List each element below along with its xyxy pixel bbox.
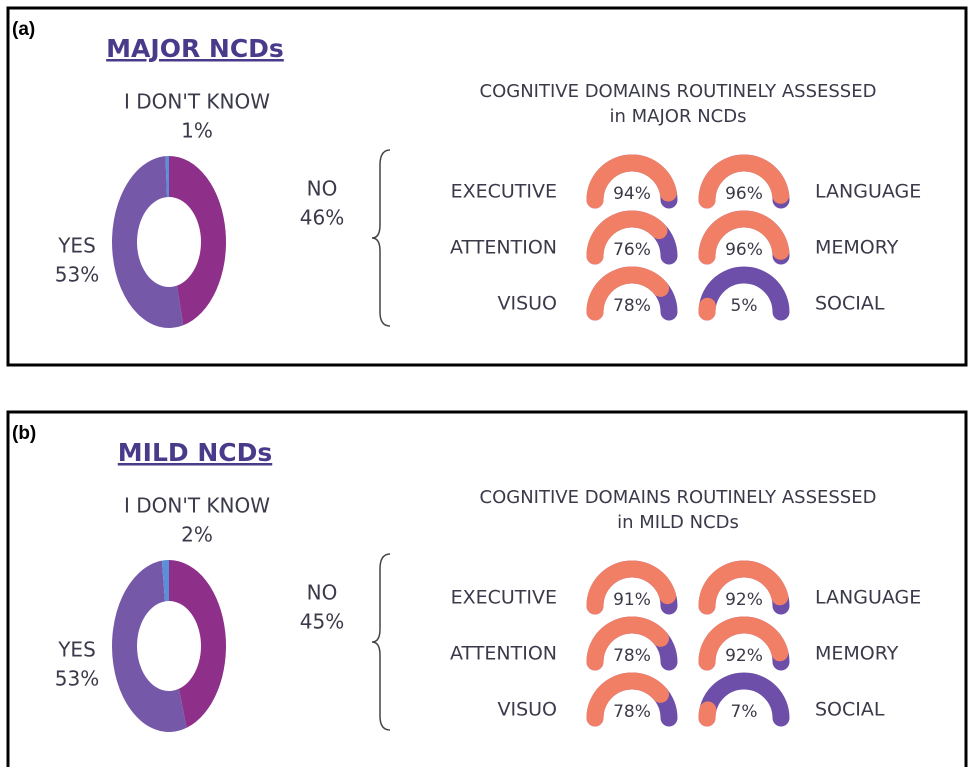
donut-slice (112, 156, 184, 328)
gauge-fill (586, 154, 677, 209)
gauge-value: 92% (725, 590, 763, 610)
gauge-fill (586, 560, 677, 615)
gauge-value: 96% (725, 184, 763, 204)
gauge-fill (698, 154, 790, 209)
slice-value: 1% (181, 119, 213, 143)
gauge-value: 78% (613, 296, 651, 316)
slice-label: I DON'T KNOW (124, 90, 270, 114)
gauge-fill (586, 672, 670, 727)
gauge-fill (586, 266, 670, 321)
gauge-label: SOCIAL (815, 699, 885, 721)
gauge-value: 5% (731, 296, 758, 316)
slice-value: 46% (300, 206, 344, 230)
gauge-value: 91% (613, 590, 651, 610)
gauge-label: VISUO (497, 293, 557, 315)
gauge-subtitle: in MILD NCDs (617, 512, 739, 533)
gauge-value: 96% (725, 240, 763, 260)
brace (371, 553, 391, 731)
gauge-label: VISUO (497, 699, 557, 721)
gauge-value: 92% (725, 646, 763, 666)
gauge-label: ATTENTION (450, 643, 557, 665)
slice-value: 2% (181, 523, 213, 547)
panel-label: (a) (12, 19, 35, 40)
slice-value: 53% (55, 263, 99, 287)
gauge-value: 78% (613, 702, 651, 722)
gauge-title: COGNITIVE DOMAINS ROUTINELY ASSESSED (480, 487, 877, 508)
panel-frame (6, 410, 968, 767)
panel-title: MAJOR NCDs (106, 34, 284, 63)
donut-slice (161, 560, 169, 602)
gauge-fill (586, 616, 670, 671)
gauge-subtitle: in MAJOR NCDs (610, 106, 747, 127)
gauge-value: 76% (613, 240, 651, 260)
gauge-label: MEMORY (815, 643, 899, 665)
slice-label: YES (57, 234, 96, 258)
donut-slice (165, 156, 169, 198)
gauge-label: SOCIAL (815, 293, 885, 315)
slice-label: YES (57, 638, 96, 662)
gauge-fill (698, 701, 717, 727)
gauge-label: LANGUAGE (815, 587, 921, 609)
panel-frame (6, 6, 968, 367)
donut-slice (169, 560, 226, 728)
donut-slice (111, 560, 187, 733)
gauge-title: COGNITIVE DOMAINS ROUTINELY ASSESSED (480, 81, 877, 102)
gauge-label: EXECUTIVE (451, 181, 557, 203)
gauge-value: 7% (731, 702, 758, 722)
gauge-label: EXECUTIVE (451, 587, 557, 609)
brace (371, 149, 391, 327)
panel-title: MILD NCDs (118, 438, 272, 467)
slice-value: 53% (55, 667, 99, 691)
gauge-track (698, 266, 790, 321)
panel-label: (b) (12, 423, 36, 444)
gauge-fill (698, 616, 789, 671)
gauge-fill (586, 210, 668, 265)
slice-label: I DON'T KNOW (124, 494, 270, 518)
slice-value: 45% (300, 610, 344, 634)
gauge-label: ATTENTION (450, 237, 557, 259)
gauge-fill (698, 560, 789, 615)
gauge-label: LANGUAGE (815, 181, 921, 203)
gauge-label: MEMORY (815, 237, 899, 259)
slice-label: NO (307, 581, 338, 605)
slice-label: NO (307, 177, 338, 201)
gauge-fill (698, 210, 790, 265)
donut-slice (169, 156, 227, 326)
gauge-value: 78% (613, 646, 651, 666)
gauge-value: 94% (613, 184, 651, 204)
